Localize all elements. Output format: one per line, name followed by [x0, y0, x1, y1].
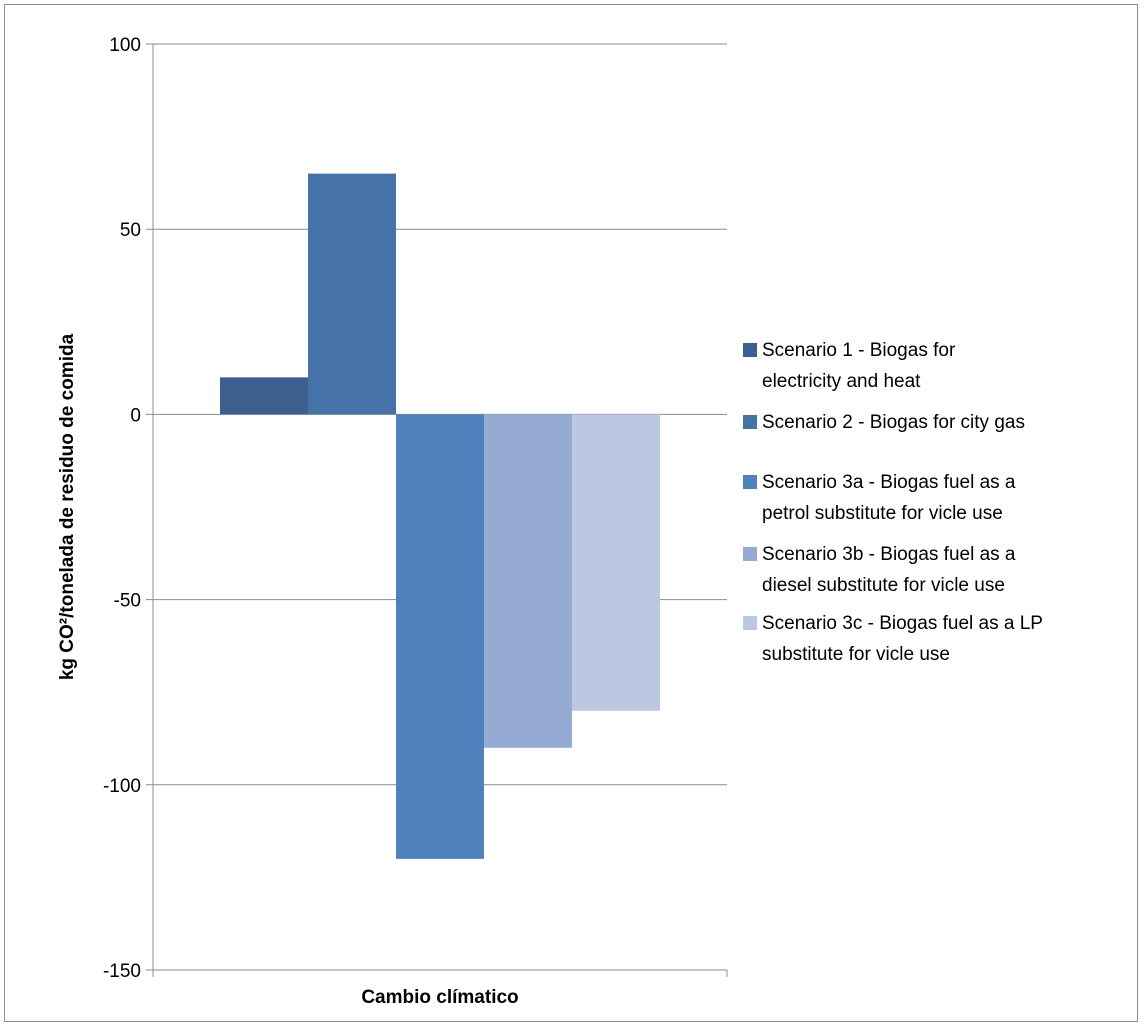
legend-label: diesel substitute for vicle use — [762, 575, 1005, 596]
legend-item: Scenario 2 - Biogas for city gas — [743, 412, 1025, 433]
legend-label: petrol substitute for vicle use — [762, 503, 1003, 524]
bar-series-1 — [220, 377, 308, 415]
bar-series-3 — [396, 414, 484, 859]
y-tick-label: 0 — [130, 405, 141, 426]
bars — [220, 173, 660, 859]
legend-label: Scenario 3b - Biogas fuel as a — [762, 544, 1016, 565]
legend-item: Scenario 3c - Biogas fuel as a LP substit… — [743, 613, 1043, 665]
y-tick-label: -100 — [103, 776, 141, 797]
legend-item: Scenario 1 - Biogas for electricity and h… — [743, 340, 956, 392]
bar-series-4 — [484, 414, 572, 748]
legend-swatch — [743, 547, 757, 561]
legend-item: Scenario 3b - Biogas fuel as a diesel sub… — [743, 544, 1016, 596]
y-tick-label: 50 — [120, 220, 141, 241]
legend-swatch — [743, 616, 757, 630]
legend-swatch — [743, 415, 757, 429]
y-axis-title: kg CO²/tonelada de residuo de comida — [57, 333, 78, 680]
legend-label: Scenario 2 - Biogas for city gas — [762, 412, 1025, 433]
y-tick-label: -50 — [114, 591, 141, 612]
legend: Scenario 1 - Biogas for electricity and h… — [743, 340, 1043, 665]
legend-item: Scenario 3a - Biogas fuel as a petrol sub… — [743, 472, 1016, 524]
y-tick-label: 100 — [109, 35, 141, 56]
bar-chart: 100 50 0 -50 -100 -150 Cambio clímatico kg CO… — [57, 35, 1043, 1008]
x-axis-title: Cambio clímatico — [361, 987, 518, 1008]
legend-label: substitute for vicle use — [762, 644, 950, 665]
legend-label: Scenario 3c - Biogas fuel as a LP — [762, 613, 1043, 634]
bar-series-5 — [572, 414, 660, 711]
legend-label: Scenario 1 - Biogas for — [762, 340, 956, 361]
y-tick-labels: 100 50 0 -50 -100 -150 — [103, 35, 141, 982]
legend-label: Scenario 3a - Biogas fuel as a — [762, 472, 1016, 493]
legend-swatch — [743, 343, 757, 357]
legend-swatch — [743, 475, 757, 489]
axes — [152, 44, 728, 977]
bar-series-2 — [308, 173, 396, 415]
legend-label: electricity and heat — [762, 371, 921, 392]
chart-frame: 100 50 0 -50 -100 -150 Cambio clímatico kg CO… — [4, 4, 1138, 1022]
y-tick-label: -150 — [103, 961, 141, 982]
